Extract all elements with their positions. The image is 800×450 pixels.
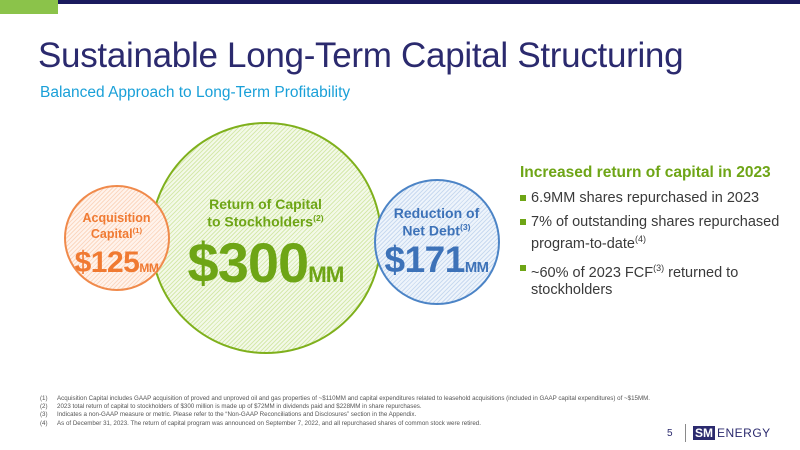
footnote: (1) Acquisition Capital includes GAAP ac… [40,395,650,402]
top-accent [0,0,58,14]
return-of-capital-value: $300MM [187,231,345,294]
footnote: (2) 2023 total return of capital to stoc… [40,403,422,411]
acquisition-capital-label: Acquisition Capital(1) [82,211,151,241]
footnotes: (1) Acquisition Capital includes GAAP ac… [40,395,680,428]
footnote: (4) As of December 31, 2023. The return … [40,419,481,427]
net-debt-reduction-value: $171MM [384,239,489,280]
bullet-square-icon [520,264,526,271]
footnote: (3) Indicates a non-GAAP measure or metr… [40,411,417,419]
slide-title: Sustainable Long-Term Capital Structurin… [38,36,684,75]
logo-divider [685,424,686,442]
return-of-capital-bubble: Return of Capital to Stockholders(2) $30… [150,122,382,354]
highlights-list: 6.9MM shares repurchased in 2023 7% of o… [520,190,790,306]
net-debt-reduction-label: Reduction of Net Debt(3) [393,205,480,239]
page-number: 5 [667,428,673,439]
acquisition-capital-value: $125MM [74,246,159,279]
top-bar [0,0,800,4]
return-of-capital-label: Return of Capital to Stockholders(2) [207,196,324,230]
bullet-square-icon [520,219,526,225]
slide-subtitle: Balanced Approach to Long-Term Profitabi… [40,84,351,101]
list-item: 6.9MM shares repurchased in 2023 [520,190,790,207]
acquisition-capital-bubble: Acquisition Capital(1) $125MM [64,185,170,291]
sm-energy-logo: SM ENERGY [693,426,771,440]
bullet-square-icon [520,195,526,201]
highlights-title: Increased return of capital in 2023 [520,164,771,181]
list-item: 7% of outstanding shares repurchased pro… [520,214,790,253]
list-item: ~60% of 2023 FCF(3) returned to stockhol… [520,260,790,299]
net-debt-reduction-bubble: Reduction of Net Debt(3) $171MM [374,179,500,305]
